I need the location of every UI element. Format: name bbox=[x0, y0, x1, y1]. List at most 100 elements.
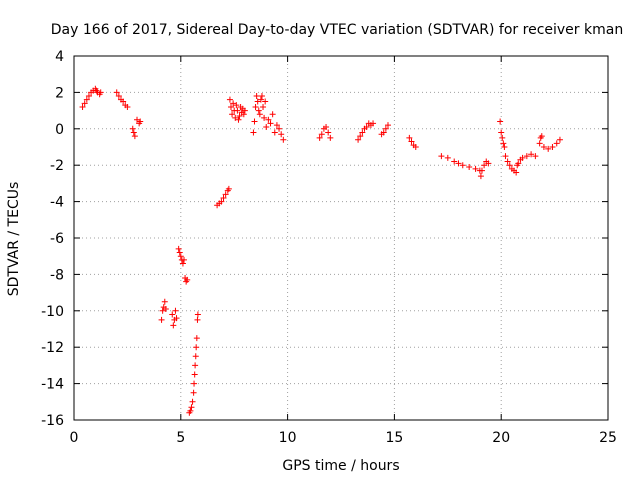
data-point bbox=[256, 111, 263, 118]
data-point bbox=[485, 160, 492, 167]
data-point bbox=[327, 134, 334, 141]
y-tick-label: -14 bbox=[41, 377, 64, 393]
data-point bbox=[553, 140, 560, 147]
data-point bbox=[380, 129, 387, 136]
grid bbox=[74, 56, 608, 420]
tick-labels: 0 5 10 15 20 25 -16 -14 -12 -10 -8 -6 -4 -2 0 2 4 bbox=[41, 49, 617, 446]
y-axis-label: SDTVAR / TECUs bbox=[6, 182, 22, 297]
data-point bbox=[265, 116, 272, 123]
data-point bbox=[115, 93, 122, 100]
data-point bbox=[325, 129, 332, 136]
data-point bbox=[158, 316, 165, 323]
data-point bbox=[257, 96, 264, 103]
data-point bbox=[81, 100, 88, 107]
x-tick-label: 0 bbox=[70, 430, 79, 446]
data-point bbox=[513, 169, 520, 176]
data-point bbox=[549, 144, 556, 150]
data-point bbox=[170, 322, 177, 329]
data-point bbox=[357, 133, 364, 140]
data-point bbox=[184, 276, 191, 283]
series-0 bbox=[79, 85, 563, 416]
data-point bbox=[176, 249, 183, 256]
data-point bbox=[318, 131, 325, 138]
y-tick-label: 2 bbox=[55, 85, 64, 101]
data-point bbox=[444, 154, 451, 161]
data-point bbox=[172, 307, 179, 314]
data-point bbox=[253, 93, 260, 100]
data-point bbox=[500, 140, 507, 147]
data-point bbox=[234, 107, 241, 114]
data-point bbox=[254, 98, 261, 105]
data-point bbox=[273, 122, 280, 129]
data-point bbox=[113, 89, 120, 96]
chart-title: Day 166 of 2017, Sidereal Day-to-day VTE… bbox=[51, 22, 623, 38]
y-tick-label: 0 bbox=[55, 122, 64, 138]
data-point bbox=[261, 114, 268, 121]
data-point bbox=[161, 298, 168, 305]
y-tick-label: -12 bbox=[41, 340, 64, 356]
data-point bbox=[169, 311, 176, 318]
x-tick-label: 15 bbox=[385, 430, 403, 446]
data-point bbox=[220, 194, 227, 201]
data-point bbox=[129, 125, 136, 132]
data-point bbox=[181, 256, 188, 263]
data-point bbox=[191, 371, 198, 378]
data-point bbox=[190, 389, 197, 396]
data-point bbox=[134, 116, 141, 123]
data-point bbox=[131, 133, 138, 140]
data-point bbox=[497, 118, 504, 125]
data-point bbox=[177, 253, 184, 260]
data-point bbox=[189, 398, 196, 405]
data-point bbox=[240, 111, 247, 118]
y-tick-label: -4 bbox=[50, 195, 64, 211]
data-point bbox=[519, 154, 526, 161]
data-point bbox=[278, 131, 285, 138]
plot-frame bbox=[73, 55, 609, 421]
data-point bbox=[384, 122, 391, 129]
data-point bbox=[263, 123, 270, 130]
data-point bbox=[159, 307, 166, 314]
data-point bbox=[232, 114, 239, 121]
data-point bbox=[229, 111, 236, 118]
data-point bbox=[192, 353, 199, 360]
data-point bbox=[498, 129, 505, 136]
data-point bbox=[515, 160, 522, 167]
data-point bbox=[504, 158, 511, 165]
data-point bbox=[478, 167, 485, 174]
data-point bbox=[532, 153, 539, 160]
data-point bbox=[260, 103, 267, 110]
data-point bbox=[540, 144, 547, 150]
y-tick-label: -2 bbox=[50, 158, 64, 174]
data-point bbox=[466, 164, 473, 171]
data-point bbox=[323, 123, 330, 130]
x-tick-label: 5 bbox=[176, 430, 185, 446]
x-tick-label: 25 bbox=[599, 430, 617, 446]
y-tick-label: 4 bbox=[55, 49, 64, 65]
data-point bbox=[188, 404, 195, 411]
data-point bbox=[280, 136, 287, 143]
data-point bbox=[262, 98, 269, 105]
y-tick-label: -16 bbox=[41, 413, 64, 429]
data-point bbox=[193, 335, 200, 342]
data-point bbox=[536, 140, 543, 147]
data-point bbox=[359, 129, 366, 136]
data-point bbox=[252, 103, 259, 110]
x-axis-label: GPS time / hours bbox=[282, 458, 399, 474]
data-point bbox=[255, 107, 262, 114]
data-point bbox=[501, 144, 508, 150]
data-point bbox=[459, 162, 466, 169]
data-point bbox=[192, 362, 199, 369]
data-point bbox=[269, 111, 276, 118]
data-point bbox=[412, 144, 419, 150]
data-point bbox=[162, 305, 169, 312]
data-point bbox=[258, 93, 265, 100]
data-point bbox=[120, 98, 127, 105]
data-point bbox=[225, 185, 232, 192]
data-point bbox=[83, 96, 90, 103]
data-point bbox=[226, 96, 233, 103]
data-point bbox=[528, 151, 535, 158]
data-point bbox=[523, 153, 530, 160]
data-point bbox=[451, 158, 458, 165]
data-point bbox=[481, 162, 488, 169]
